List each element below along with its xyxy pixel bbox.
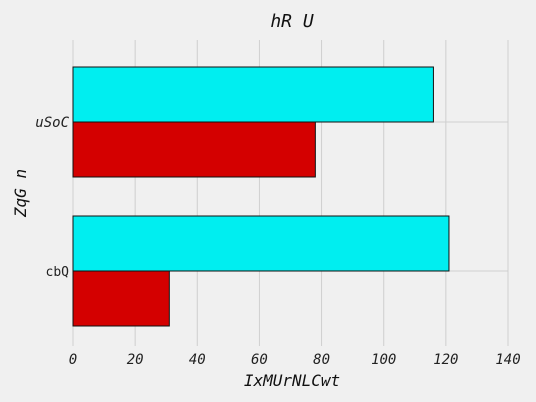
x-tick-label: 120 xyxy=(433,352,458,368)
x-tick-label: 140 xyxy=(495,352,520,368)
x-tick-label: 0 xyxy=(69,352,77,368)
y-tick-label: uSoC xyxy=(35,115,69,131)
bar-uSoC-series-1 xyxy=(72,66,434,123)
bars-layer xyxy=(72,66,450,327)
chart-title: hR U xyxy=(270,11,314,32)
x-tick-label: 80 xyxy=(313,352,330,368)
x-tick-labels: 0 20 40 60 80 100 120 140 xyxy=(69,352,521,368)
y-tick-label: cbQ xyxy=(46,265,70,280)
x-tick-label: 60 xyxy=(251,352,268,368)
y-axis-label: ZqG n xyxy=(11,169,30,218)
bar-cbQ-series-1 xyxy=(72,215,450,272)
y-tick-labels: uSoC cbQ xyxy=(35,115,69,280)
x-tick-label: 100 xyxy=(371,352,396,368)
x-axis-label: IxMUrNLCwt xyxy=(244,371,340,390)
bar-uSoC-series-2 xyxy=(72,121,316,178)
bar-cbQ-series-2 xyxy=(72,270,170,327)
x-tick-label: 40 xyxy=(189,352,206,368)
x-tick-label: 20 xyxy=(127,352,144,368)
